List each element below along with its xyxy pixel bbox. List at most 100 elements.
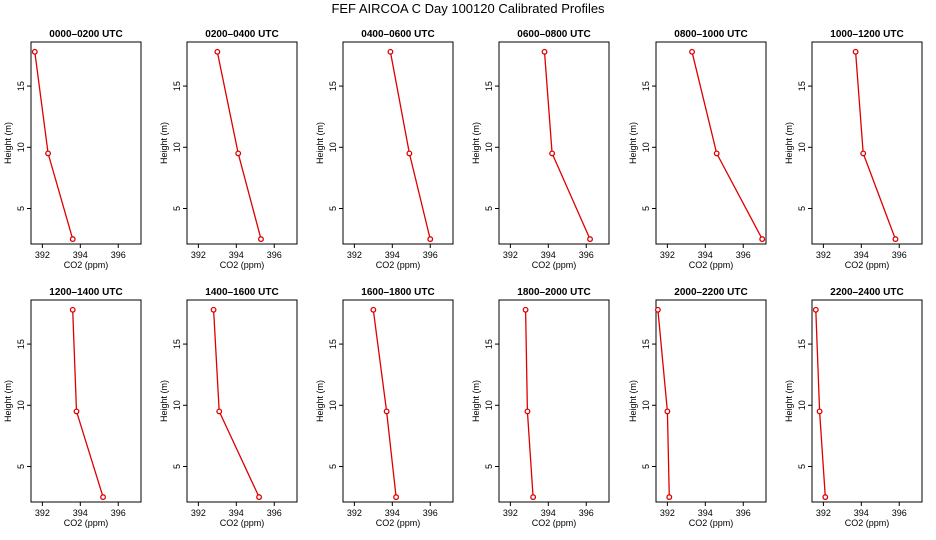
x-tick-label: 394 bbox=[385, 508, 400, 518]
panel-title: 1400–1600 UTC bbox=[205, 287, 278, 298]
y-tick-label: 15 bbox=[797, 81, 807, 91]
x-tick-label: 392 bbox=[347, 508, 362, 518]
profile-point bbox=[713, 150, 720, 157]
x-tick-label: 392 bbox=[347, 250, 362, 260]
profile-point bbox=[587, 236, 593, 243]
profile-line bbox=[212, 309, 260, 498]
x-axis-label: CO2 (ppm) bbox=[532, 260, 577, 270]
profile-point bbox=[387, 48, 394, 55]
profile-point bbox=[383, 408, 390, 415]
figure-title: FEF AIRCOA C Day 100120 Calibrated Profi… bbox=[331, 1, 605, 16]
profile-panel: 0200–0400 UTC 392 394 396 5 10 15 CO2 (ppm) Heig… bbox=[159, 29, 298, 270]
x-tick-label: 394 bbox=[229, 250, 244, 260]
y-axis-label: Height (m) bbox=[784, 122, 794, 164]
profile-panel: 1400–1600 UTC 392 394 396 5 10 15 CO2 (ppm) Heig… bbox=[159, 287, 298, 528]
panel-title: 0600–0800 UTC bbox=[517, 29, 590, 40]
y-tick-label: 5 bbox=[484, 206, 494, 211]
x-tick-label: 394 bbox=[73, 250, 88, 260]
profile-point bbox=[522, 306, 529, 313]
x-tick-label: 394 bbox=[698, 250, 713, 260]
profile-point bbox=[45, 150, 52, 157]
x-axis-label: CO2 (ppm) bbox=[689, 260, 734, 270]
y-tick-label: 5 bbox=[172, 206, 182, 211]
profile-line bbox=[34, 51, 74, 240]
y-tick-label: 15 bbox=[641, 81, 651, 91]
y-tick-label: 15 bbox=[797, 339, 807, 349]
panel-title: 1800–2000 UTC bbox=[517, 287, 590, 298]
profile-point bbox=[406, 150, 413, 157]
profile-point bbox=[100, 494, 107, 501]
x-axis-label: CO2 (ppm) bbox=[376, 518, 421, 528]
y-tick-label: 5 bbox=[484, 464, 494, 469]
x-axis-label: CO2 (ppm) bbox=[845, 260, 890, 270]
x-tick-label: 394 bbox=[854, 250, 869, 260]
x-tick-label: 396 bbox=[579, 508, 594, 518]
x-tick-label: 392 bbox=[660, 508, 675, 518]
plot-frame bbox=[30, 41, 142, 245]
profile-point bbox=[31, 48, 38, 55]
profile-point bbox=[370, 306, 377, 313]
y-tick-label: 15 bbox=[172, 81, 182, 91]
profile-point bbox=[812, 306, 819, 313]
y-tick-label: 15 bbox=[484, 81, 494, 91]
x-tick-label: 394 bbox=[698, 508, 713, 518]
profile-line bbox=[216, 51, 262, 240]
x-tick-label: 394 bbox=[541, 508, 556, 518]
x-axis-label: CO2 (ppm) bbox=[64, 518, 109, 528]
y-tick-label: 15 bbox=[641, 339, 651, 349]
y-tick-label: 10 bbox=[172, 400, 182, 410]
y-tick-label: 5 bbox=[16, 206, 26, 211]
y-tick-label: 5 bbox=[172, 464, 182, 469]
profile-point bbox=[69, 236, 76, 243]
y-axis-label: Height (m) bbox=[784, 380, 794, 422]
y-tick-label: 5 bbox=[641, 464, 651, 469]
profile-panel: 0400–0600 UTC 392 394 396 5 10 15 CO2 (ppm) Heig… bbox=[315, 29, 454, 270]
x-tick-label: 394 bbox=[73, 508, 88, 518]
profile-line bbox=[372, 309, 397, 498]
profile-panel: 0800–1000 UTC 392 394 396 5 10 15 CO2 (ppm) Heig… bbox=[628, 29, 767, 270]
profile-line bbox=[657, 309, 670, 498]
profile-point bbox=[210, 306, 217, 313]
y-tick-label: 5 bbox=[328, 464, 338, 469]
profile-point bbox=[852, 48, 859, 55]
profile-line bbox=[543, 51, 591, 240]
plot-frame bbox=[811, 299, 923, 503]
profile-panel: 1800–2000 UTC 392 394 396 5 10 15 CO2 (ppm) Heig… bbox=[471, 287, 610, 528]
profile-point bbox=[216, 408, 223, 415]
x-tick-label: 396 bbox=[267, 508, 282, 518]
y-tick-label: 15 bbox=[172, 339, 182, 349]
profile-point bbox=[530, 494, 537, 501]
x-axis-label: CO2 (ppm) bbox=[845, 518, 890, 528]
panel-title: 1600–1800 UTC bbox=[361, 287, 434, 298]
panel-title: 0200–0400 UTC bbox=[205, 29, 278, 40]
plot-frame bbox=[186, 41, 298, 245]
x-axis-label: CO2 (ppm) bbox=[220, 260, 265, 270]
x-tick-label: 392 bbox=[816, 250, 831, 260]
x-tick-label: 392 bbox=[660, 250, 675, 260]
x-tick-label: 396 bbox=[736, 250, 751, 260]
y-tick-label: 5 bbox=[797, 206, 807, 211]
y-tick-label: 10 bbox=[484, 142, 494, 152]
plot-frame bbox=[498, 299, 610, 503]
profile-point bbox=[524, 408, 531, 415]
profile-point bbox=[816, 408, 823, 415]
y-tick-label: 10 bbox=[328, 142, 338, 152]
panel-title: 1200–1400 UTC bbox=[49, 287, 122, 298]
profile-point bbox=[69, 306, 76, 313]
y-tick-label: 10 bbox=[797, 400, 807, 410]
panel-title: 2000–2200 UTC bbox=[674, 287, 747, 298]
panel-title: 0400–0600 UTC bbox=[361, 29, 434, 40]
y-tick-label: 10 bbox=[172, 142, 182, 152]
profile-panel: 1200–1400 UTC 392 394 396 5 10 15 CO2 (ppm) Heig… bbox=[3, 287, 142, 528]
y-axis-label: Height (m) bbox=[628, 380, 638, 422]
y-axis-label: Height (m) bbox=[315, 122, 325, 164]
x-tick-label: 396 bbox=[892, 508, 907, 518]
y-tick-label: 10 bbox=[797, 142, 807, 152]
profile-point bbox=[892, 236, 899, 243]
x-tick-label: 394 bbox=[385, 250, 400, 260]
y-tick-label: 15 bbox=[328, 81, 338, 91]
y-tick-label: 10 bbox=[641, 142, 651, 152]
x-tick-label: 396 bbox=[579, 250, 594, 260]
profile-point bbox=[393, 494, 400, 501]
